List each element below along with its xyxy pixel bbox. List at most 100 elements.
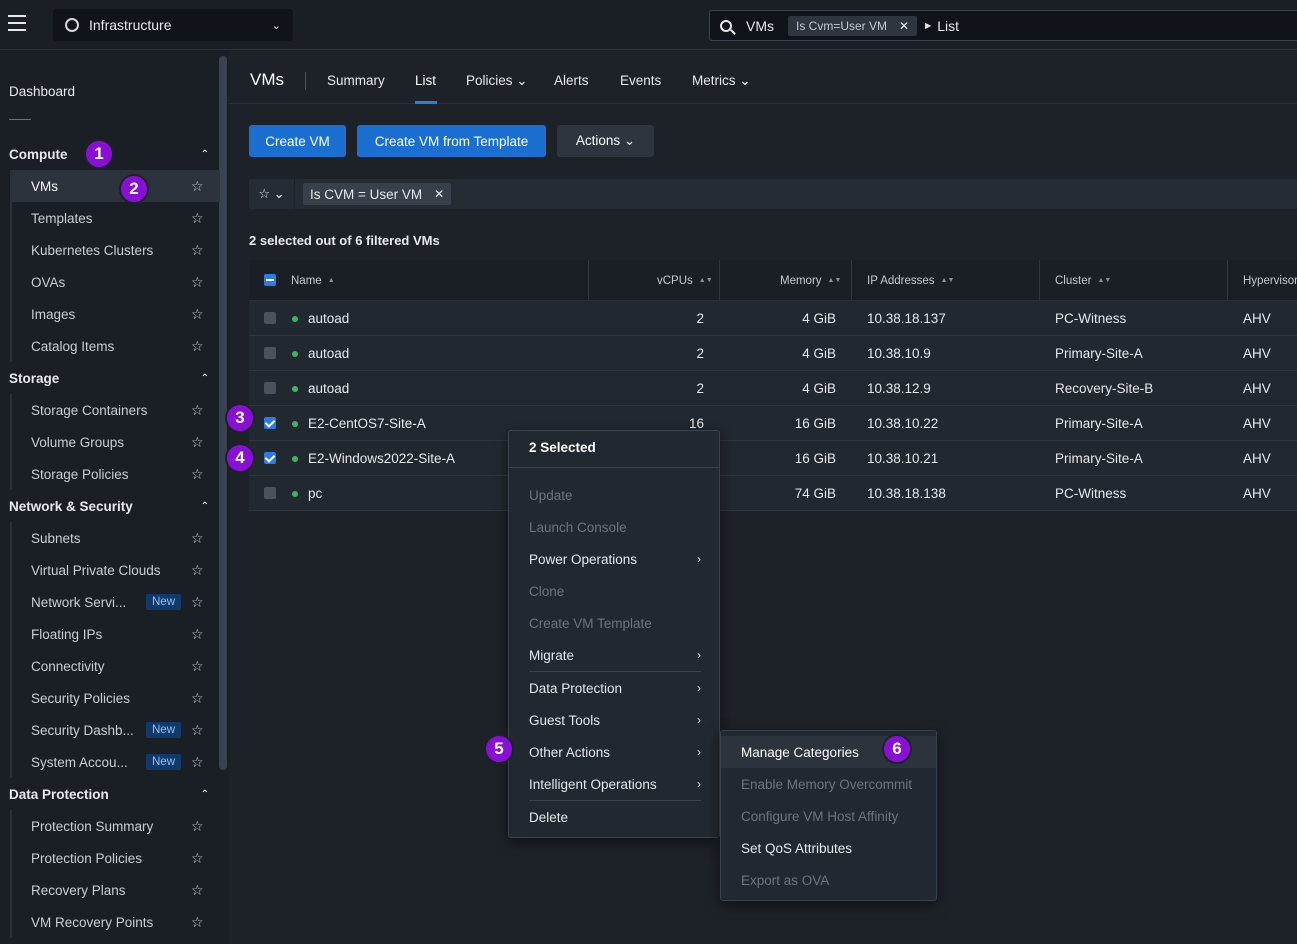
table-row[interactable]: pc 74 GiB 10.38.18.138 PC-Witness AHV [249, 476, 1297, 511]
star-icon[interactable]: ☆ [191, 721, 204, 738]
row-checkbox[interactable] [264, 382, 276, 394]
sidebar-section-data-protection[interactable]: Data Protection ⌃ [9, 783, 209, 805]
star-icon[interactable]: ☆ [191, 593, 204, 610]
actions-dropdown[interactable]: Actions ⌄ [557, 125, 654, 157]
sidebar-item-connectivity[interactable]: Connectivity ☆ [12, 650, 220, 682]
create-vm-button[interactable]: Create VM [249, 125, 346, 157]
star-icon[interactable]: ☆ [191, 753, 204, 770]
star-icon[interactable]: ☆ [191, 465, 204, 482]
star-icon[interactable]: ☆ [191, 177, 204, 194]
row-checkbox[interactable] [264, 347, 276, 359]
table-row[interactable]: E2-CentOS7-Site-A 16 16 GiB 10.38.10.22 Prim… [249, 406, 1297, 441]
sidebar-item-security-policies[interactable]: Security Policies ☆ [12, 682, 220, 714]
sidebar-item-protection-summary[interactable]: Protection Summary ☆ [12, 810, 220, 842]
sidebar-item-virtual-private-clouds[interactable]: Virtual Private Clouds ☆ [12, 554, 220, 586]
sidebar-item-dashboard[interactable]: Dashboard [9, 84, 76, 99]
menu-item-power-operations[interactable]: Power Operations › [529, 543, 701, 575]
chevron-up-icon[interactable]: ⌃ [200, 372, 209, 384]
cell-name[interactable]: autoad [308, 346, 350, 361]
tab-list[interactable]: List [415, 73, 437, 88]
create-vm-from-template-button[interactable]: Create VM from Template [357, 125, 546, 157]
column-header-memory[interactable]: Memory ▲▼ [780, 260, 841, 301]
cell-name[interactable]: pc [308, 486, 323, 501]
star-icon[interactable]: ☆ [191, 529, 204, 546]
star-icon[interactable]: ☆ [191, 625, 204, 642]
sidebar-item-templates[interactable]: Templates ☆ [12, 202, 220, 234]
tab-summary[interactable]: Summary [327, 73, 385, 88]
favorites-star-icon[interactable]: ☆ ⌄ [249, 179, 295, 209]
hamburger-menu-icon[interactable] [8, 15, 26, 33]
star-icon[interactable]: ☆ [191, 273, 204, 290]
star-icon[interactable]: ☆ [191, 689, 204, 706]
menu-item-intelligent-operations[interactable]: Intelligent Operations › [529, 768, 701, 800]
chevron-up-icon[interactable]: ⌃ [200, 788, 209, 800]
star-icon[interactable]: ☆ [191, 817, 204, 834]
star-icon[interactable]: ☆ [191, 561, 204, 578]
tab-metrics[interactable]: Metrics ⌄ [692, 73, 751, 88]
global-search[interactable]: VMs Is Cvm=User VM ✕ ▶ List [709, 10, 1297, 41]
menu-item-migrate[interactable]: Migrate › [529, 639, 701, 671]
table-row[interactable]: autoad 2 4 GiB 10.38.18.137 PC-Witness AHV [249, 301, 1297, 336]
sidebar-item-floating-ips[interactable]: Floating IPs ☆ [12, 618, 220, 650]
sidebar-section-storage[interactable]: Storage ⌃ [9, 367, 209, 389]
star-icon[interactable]: ☆ [191, 881, 204, 898]
column-header-cluster[interactable]: Cluster ▲▼ [1055, 260, 1111, 301]
row-checkbox[interactable] [264, 452, 276, 464]
row-checkbox[interactable] [264, 417, 276, 429]
column-header-ip-addresses[interactable]: IP Addresses ▲▼ [867, 260, 954, 301]
submenu-item-set-qos-attributes[interactable]: Set QoS Attributes [741, 840, 853, 856]
star-icon[interactable]: ☆ [191, 433, 204, 450]
row-checkbox[interactable] [264, 312, 276, 324]
sidebar-item-vms[interactable]: VMs ☆ [12, 170, 220, 202]
table-row[interactable]: autoad 2 4 GiB 10.38.12.9 Recovery-Site-B AHV [249, 371, 1297, 406]
sidebar-item-subnets[interactable]: Subnets ☆ [12, 522, 220, 554]
sidebar-section-compute[interactable]: Compute ⌃ [9, 143, 209, 165]
star-icon[interactable]: ☆ [191, 849, 204, 866]
cell-name[interactable]: autoad [308, 381, 350, 396]
row-checkbox[interactable] [264, 487, 276, 499]
sidebar-section-network-security[interactable]: Network & Security ⌃ [9, 495, 209, 517]
star-icon[interactable]: ☆ [191, 401, 204, 418]
menu-item-guest-tools[interactable]: Guest Tools › [529, 704, 701, 736]
column-header-hypervisor[interactable]: Hypervisor [1243, 260, 1297, 301]
sidebar-item-recovery-plans[interactable]: Recovery Plans ☆ [12, 874, 220, 906]
sidebar-item-storage-containers[interactable]: Storage Containers ☆ [12, 394, 220, 426]
sidebar-item-storage-policies[interactable]: Storage Policies ☆ [12, 458, 220, 490]
cell-name[interactable]: E2-CentOS7-Site-A [308, 416, 426, 431]
star-icon[interactable]: ☆ [191, 657, 204, 674]
star-icon[interactable]: ☆ [191, 913, 204, 930]
chevron-up-icon[interactable]: ⌃ [200, 148, 209, 160]
menu-item-data-protection[interactable]: Data Protection › [529, 672, 701, 704]
menu-item-delete[interactable]: Delete [529, 801, 701, 833]
sidebar-scrollbar[interactable] [219, 56, 227, 770]
tab-policies[interactable]: Policies ⌄ [466, 73, 528, 88]
cell-name[interactable]: E2-Windows2022-Site-A [308, 451, 456, 466]
sidebar-item-kubernetes-clusters[interactable]: Kubernetes Clusters ☆ [12, 234, 220, 266]
star-icon[interactable]: ☆ [191, 337, 204, 354]
tab-alerts[interactable]: Alerts [554, 73, 589, 88]
sidebar-item-catalog-items[interactable]: Catalog Items ☆ [12, 330, 220, 362]
sidebar-item-vm-recovery-points[interactable]: VM Recovery Points ☆ [12, 906, 220, 938]
close-icon[interactable]: ✕ [434, 187, 445, 201]
close-icon[interactable]: ✕ [899, 18, 910, 33]
column-header-name[interactable]: Name ▲ [291, 260, 335, 301]
chevron-up-icon[interactable]: ⌃ [200, 500, 209, 512]
star-icon[interactable]: ☆ [191, 209, 204, 226]
select-all-checkbox[interactable] [264, 274, 276, 286]
sidebar-item-protection-policies[interactable]: Protection Policies ☆ [12, 842, 220, 874]
sidebar-item-network-servi[interactable]: Network Servi... New ☆ [12, 586, 220, 618]
table-row[interactable]: E2-Windows2022-Site-A 16 GiB 10.38.10.21 Pr… [249, 441, 1297, 476]
sidebar-item-ovas[interactable]: OVAs ☆ [12, 266, 220, 298]
sidebar-item-system-accou[interactable]: System Accou... New ☆ [12, 746, 220, 778]
cell-name[interactable]: autoad [308, 311, 350, 326]
table-row[interactable]: autoad 2 4 GiB 10.38.10.9 Primary-Site-A AHV [249, 336, 1297, 371]
menu-item-other-actions[interactable]: Other Actions › [529, 736, 701, 768]
sidebar-item-images[interactable]: Images ☆ [12, 298, 220, 330]
sidebar-item-volume-groups[interactable]: Volume Groups ☆ [12, 426, 220, 458]
star-icon[interactable]: ☆ [191, 305, 204, 322]
app-switcher[interactable]: Infrastructure ⌄ [53, 9, 293, 41]
column-header-vcpus[interactable]: vCPUs ▲▼ [657, 260, 713, 301]
tab-events[interactable]: Events [620, 73, 662, 88]
sidebar-item-security-dashb[interactable]: Security Dashb... New ☆ [12, 714, 220, 746]
star-icon[interactable]: ☆ [191, 241, 204, 258]
